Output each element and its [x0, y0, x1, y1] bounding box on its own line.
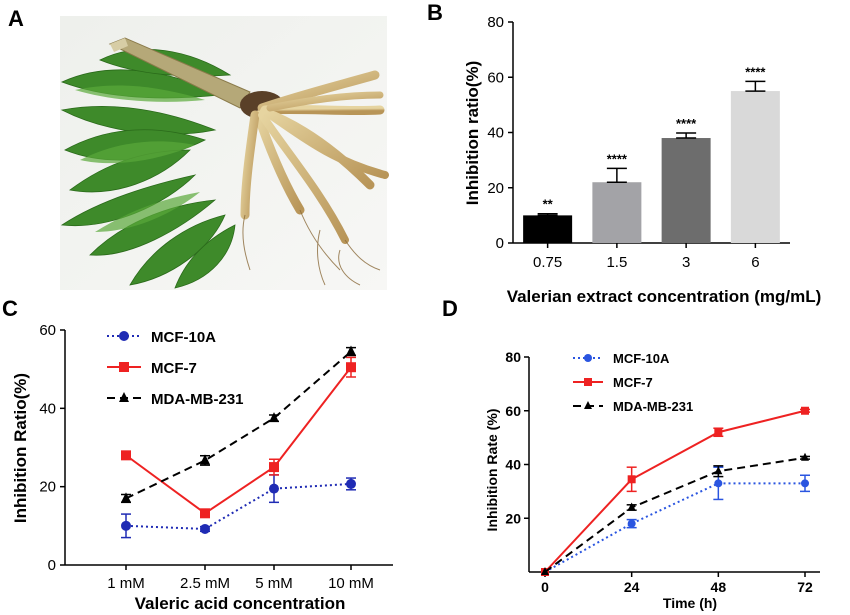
chart-c-y-tick-label: 20	[39, 479, 56, 496]
chart-d-point	[627, 502, 636, 511]
chart-d-point	[627, 475, 636, 484]
chart-c-legend-label: MCF-10A	[151, 329, 216, 346]
chart-d-series-line	[544, 409, 806, 573]
chart-d-point	[627, 519, 636, 528]
chart-c-point	[269, 412, 279, 423]
chart-b-significance: **	[543, 197, 554, 212]
chart-b-x-tick-label: 6	[751, 254, 759, 271]
chart-b-bar	[592, 182, 642, 243]
chart-d-series-line	[544, 482, 805, 573]
chart-c-legend-marker	[119, 392, 129, 402]
chart-d-point	[801, 452, 809, 461]
panel-letter-b: B	[427, 0, 443, 25]
chart-d-point	[801, 479, 809, 488]
chart-c-point	[200, 508, 210, 519]
chart-d-legend-marker	[584, 354, 592, 362]
chart-c-point	[346, 362, 356, 373]
chart-c-point	[121, 520, 131, 531]
chart-c: Inhibition Ratio(%) Valeric acid concent…	[11, 322, 393, 613]
panel-letter-c: C	[2, 296, 18, 321]
chart-b-y-label: Inhibition ratio(%)	[463, 61, 482, 205]
chart-b-significance: ****	[676, 116, 697, 131]
chart-c-point	[200, 454, 210, 465]
chart-d-x-tick-label: 0	[541, 579, 549, 595]
chart-c-legend-marker	[119, 362, 129, 372]
chart-b-bar	[661, 138, 711, 243]
chart-b-x-label: Valerian extract concentration (mg/mL)	[507, 287, 822, 306]
chart-d-y-tick-label: 80	[505, 349, 521, 365]
chart-c-x-tick-label: 10 mM	[328, 575, 374, 592]
chart-d-x-tick-label: 48	[711, 579, 727, 595]
chart-c-y-tick-label: 0	[48, 557, 56, 574]
chart-d-x-tick-label: 72	[797, 579, 813, 595]
chart-c-x-tick-label: 1 mM	[107, 575, 145, 592]
chart-c-point	[200, 523, 210, 534]
chart-b-y-tick-label: 80	[487, 14, 504, 31]
chart-b-bar	[523, 215, 573, 243]
chart-c-point	[121, 450, 131, 461]
chart-b-bar	[730, 91, 780, 243]
valerian-plant-photo	[60, 16, 389, 290]
chart-d-series-line	[544, 456, 806, 573]
chart-b-x-tick-label: 0.75	[533, 254, 562, 271]
chart-b-x-tick-label: 3	[682, 254, 690, 271]
panel-letter-a: A	[8, 6, 24, 31]
chart-d-legend-marker	[584, 378, 592, 386]
chart-b: Inhibition ratio(%) Valerian extract con…	[463, 14, 821, 306]
chart-b-y-tick-label: 0	[496, 235, 504, 252]
chart-d-legend-label: MCF-7	[613, 375, 653, 390]
chart-d-x-label: Time (h)	[663, 595, 717, 611]
chart-d-x-tick-label: 24	[624, 579, 640, 595]
chart-c-series-line	[125, 366, 352, 515]
chart-b-y-tick-label: 20	[487, 180, 504, 197]
chart-b-significance: ****	[745, 64, 766, 79]
chart-c-legend-label: MDA-MB-231	[151, 391, 244, 408]
chart-c-y-tick-label: 60	[39, 322, 56, 339]
chart-c-legend-marker	[119, 331, 129, 341]
chart-d-point	[714, 428, 723, 437]
chart-c-point	[269, 483, 279, 494]
chart-c-y-tick-label: 40	[39, 400, 56, 417]
chart-c-y-label: Inhibition Ratio(%)	[11, 373, 30, 523]
chart-d-y-tick-label: 40	[505, 457, 521, 473]
chart-d-legend-marker	[584, 401, 592, 409]
chart-c-point	[121, 492, 131, 503]
chart-c-series-line	[125, 350, 352, 500]
chart-d-point	[714, 479, 723, 488]
chart-c-legend-label: MCF-7	[151, 360, 197, 377]
chart-c-x-tick-label: 5 mM	[255, 575, 293, 592]
chart-d-legend-label: MCF-10A	[613, 351, 670, 366]
chart-b-y-tick-label: 60	[487, 69, 504, 86]
chart-b-y-tick-label: 40	[487, 125, 504, 142]
panel-letter-d: D	[442, 296, 458, 321]
chart-c-point	[269, 462, 279, 473]
chart-d-y-label: Inhibition Rate (%)	[484, 409, 500, 532]
chart-b-x-tick-label: 1.5	[606, 254, 627, 271]
chart-d-y-tick-label: 60	[505, 403, 521, 419]
chart-c-point	[346, 478, 356, 489]
chart-d-legend-label: MDA-MB-231	[613, 399, 693, 414]
chart-d-point	[541, 567, 549, 575]
chart-d-point	[801, 406, 809, 415]
chart-d-point	[714, 466, 723, 475]
chart-d: Inhibition Rate (%) Time (h) 20 40 60 80 0 24…	[484, 349, 820, 611]
chart-c-point	[346, 345, 356, 356]
chart-c-x-tick-label: 2.5 mM	[180, 575, 230, 592]
chart-d-y-tick-label: 20	[505, 510, 521, 526]
chart-c-x-label: Valeric acid concentration	[135, 594, 346, 613]
chart-b-significance: ****	[607, 151, 628, 166]
